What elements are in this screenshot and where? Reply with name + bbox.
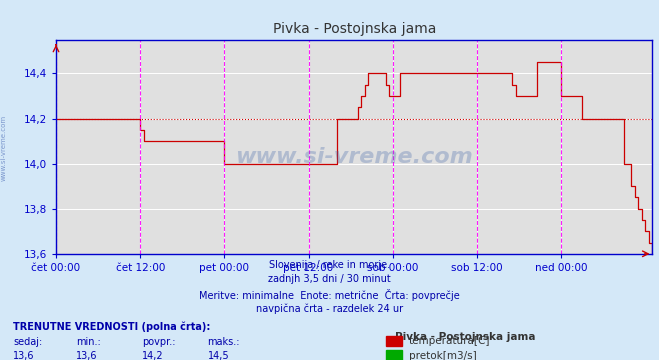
Text: www.si-vreme.com: www.si-vreme.com [1,114,7,181]
Text: 14,2: 14,2 [142,351,163,360]
Text: temperatura[C]: temperatura[C] [409,336,490,346]
Text: Pivka - Postojnska jama: Pivka - Postojnska jama [395,332,536,342]
Text: www.si-vreme.com: www.si-vreme.com [235,147,473,167]
Text: povpr.:: povpr.: [142,337,175,347]
Title: Pivka - Postojnska jama: Pivka - Postojnska jama [273,22,436,36]
Text: navpična črta - razdelek 24 ur: navpična črta - razdelek 24 ur [256,303,403,314]
Text: 14,5: 14,5 [208,351,229,360]
Text: Slovenija / reke in morje.: Slovenija / reke in morje. [269,260,390,270]
Text: sedaj:: sedaj: [13,337,42,347]
Text: min.:: min.: [76,337,101,347]
Text: zadnjh 3,5 dni / 30 minut: zadnjh 3,5 dni / 30 minut [268,274,391,284]
Text: 13,6: 13,6 [13,351,35,360]
Text: pretok[m3/s]: pretok[m3/s] [409,351,476,360]
Text: maks.:: maks.: [208,337,240,347]
Text: Meritve: minimalne  Enote: metrične  Črta: povprečje: Meritve: minimalne Enote: metrične Črta:… [199,289,460,301]
Text: 13,6: 13,6 [76,351,98,360]
Text: TRENUTNE VREDNOSTI (polna črta):: TRENUTNE VREDNOSTI (polna črta): [13,321,211,332]
